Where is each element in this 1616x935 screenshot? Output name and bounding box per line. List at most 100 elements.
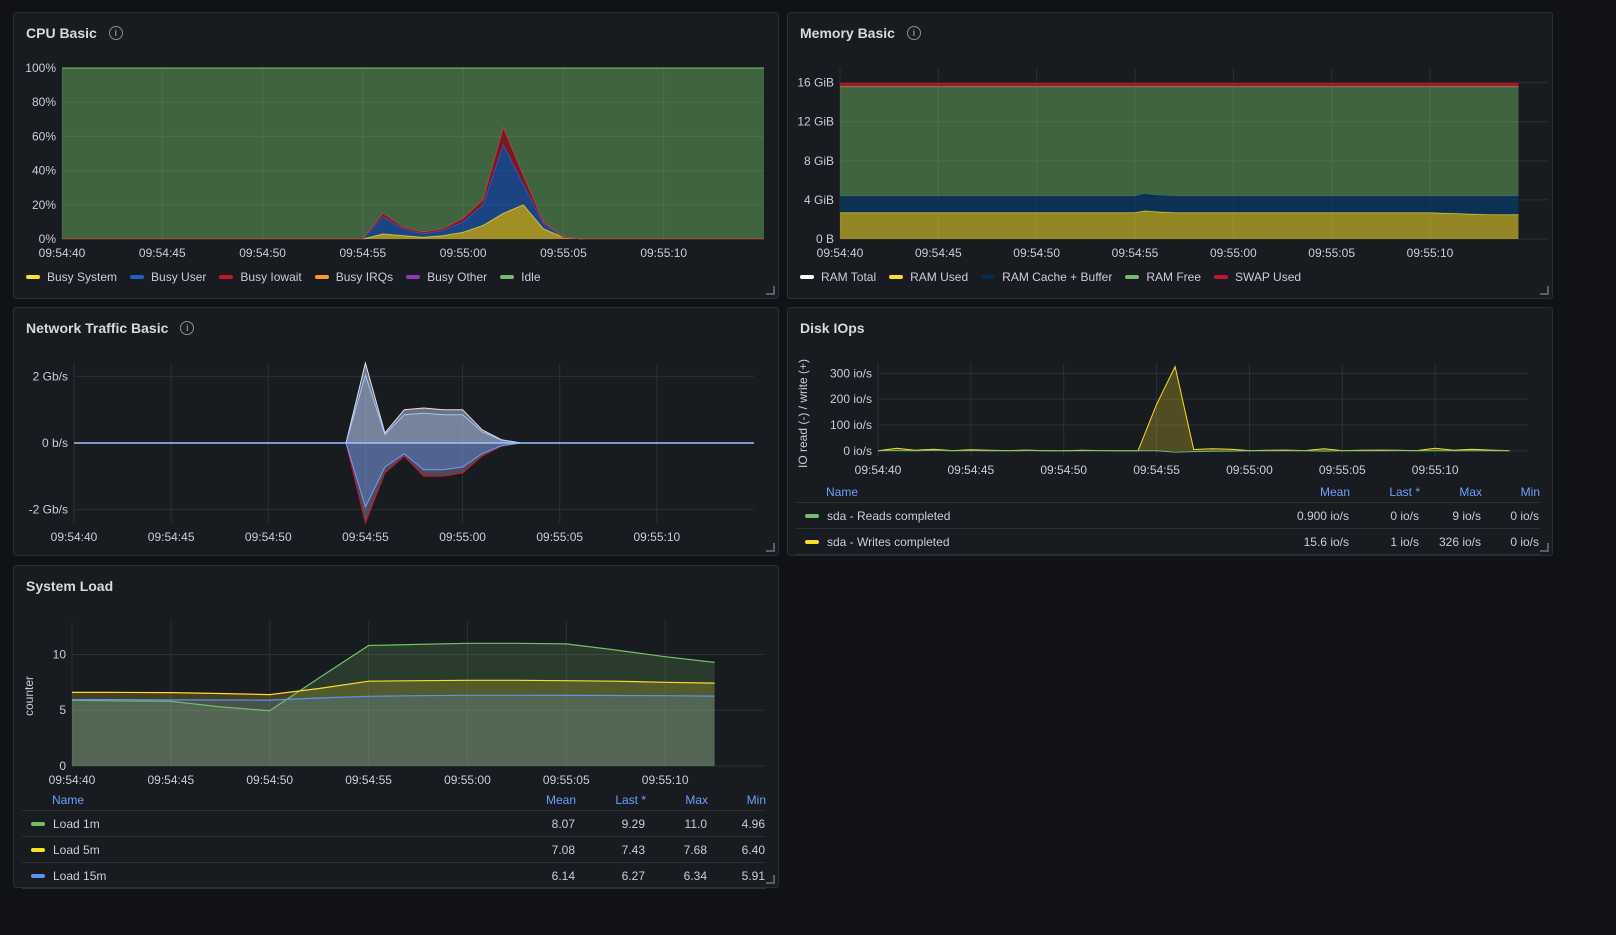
writes-line [877,365,1510,452]
network-chart[interactable]: -2 Gb/s 0 b/s 2 Gb/s 09:54:40 09:54:45 09:54:… [14,308,780,557]
series-name: Load 5m [22,836,506,863]
cpu-chart[interactable]: 0% 20% 40% 60% 80% 100% 09:54:40 09:54:45 09:54:… [14,13,780,300]
y-tick-label: 12 GiB [797,115,834,129]
stat-min: 0 io/s [1482,528,1540,555]
x-tick-label: 09:54:55 [345,773,392,787]
x-tick-label: 09:55:05 [1319,463,1366,477]
stat-min: 6.40 [708,836,766,863]
column-header[interactable]: Mean [506,790,576,811]
legend-item[interactable]: Busy User [130,270,206,284]
column-header[interactable]: Name [22,790,506,811]
info-icon[interactable]: i [180,321,195,335]
stat-max: 11.0 [646,810,708,837]
x-tick-label: 09:54:50 [1040,463,1087,477]
x-tick-label: 09:55:00 [439,530,486,544]
legend-swatch [31,874,45,879]
legend-item[interactable]: RAM Free [1125,270,1201,284]
x-tick-label: 09:54:40 [51,530,98,544]
y-tick-label: 300 io/s [830,366,872,380]
legend-label: RAM Used [910,270,969,284]
stat-max: 9 io/s [1420,502,1482,529]
load-legend-table: Name Mean Last * Max Min Load 1m 8.07 9.29 11.0 4… [22,790,766,889]
table-row[interactable]: sda - Writes completed 15.6 io/s 1 io/s 326… [796,528,1540,555]
legend-label: SWAP Used [1235,270,1302,284]
resize-handle[interactable] [1540,543,1549,552]
series-area [840,210,1519,239]
stat-mean: 6.14 [506,862,576,889]
disk-iops-panel: Disk IOps IO read (-) / write (+) 0 io/s… [787,307,1553,556]
legend-item[interactable]: SWAP Used [1214,270,1301,284]
y-tick-label: -2 Gb/s [29,503,68,517]
legend-item[interactable]: Idle [500,270,541,284]
y-tick-label: 100% [25,61,56,75]
series-area [72,695,715,766]
legend-item[interactable]: Busy Other [406,270,487,284]
legend-label: Busy System [47,270,118,284]
stat-mean: 8.07 [506,810,576,837]
legend-item[interactable]: Busy System [26,270,117,284]
panel-title: Disk IOps [800,320,865,336]
column-header[interactable]: Mean [1280,482,1350,503]
legend-swatch [800,275,814,279]
panel-title: CPU Basic i [26,25,123,41]
table-row[interactable]: Load 1m 8.07 9.29 11.0 4.96 [22,810,766,837]
legend-label: Busy Other [427,270,488,284]
y-tick-label: 20% [32,198,56,212]
y-tick-label: 60% [32,129,56,143]
info-icon[interactable]: i [906,26,921,40]
column-header[interactable]: Max [1420,482,1482,503]
stat-last: 1 io/s [1350,528,1420,555]
x-tick-label: 09:55:10 [642,773,689,787]
x-tick-label: 09:54:50 [239,246,286,260]
legend-item[interactable]: RAM Total [800,270,876,284]
panel-title: Network Traffic Basic i [26,320,195,336]
column-header[interactable]: Max [646,790,708,811]
stat-min: 4.96 [708,810,766,837]
column-header[interactable]: Last * [576,790,646,811]
info-icon[interactable]: i [108,26,123,40]
legend-item[interactable]: Busy Iowait [219,270,302,284]
memory-legend: RAM Total RAM Used RAM Cache + Buffer RAM F… [800,270,1314,284]
y-tick-label: 10 [53,647,67,661]
x-tick-label: 09:55:05 [543,773,590,787]
column-header[interactable]: Last * [1350,482,1420,503]
resize-handle[interactable] [766,286,775,295]
series-area [840,83,1519,87]
system-load-panel: System Load counter 0 5 10 09:54:40 09:54:45… [13,565,780,889]
legend-item[interactable]: RAM Used [889,270,968,284]
table-row[interactable]: sda - Reads completed 0.900 io/s 0 io/s 9 i… [796,502,1540,529]
series-name: Load 15m [22,862,506,889]
panel-title: Memory Basic i [800,25,921,41]
x-tick-label: 09:54:55 [342,530,389,544]
y-tick-label: 80% [32,95,56,109]
series-line [840,193,1519,197]
x-tick-label: 09:54:45 [139,246,186,260]
stat-min: 5.91 [708,862,766,889]
legend-label: Busy Iowait [240,270,302,284]
x-tick-label: 09:54:40 [817,246,864,260]
legend-item[interactable]: RAM Cache + Buffer [981,270,1112,284]
x-tick-label: 09:54:45 [147,773,194,787]
y-tick-label: 200 io/s [830,392,872,406]
column-header[interactable]: Min [708,790,766,811]
y-tick-label: 100 io/s [830,418,872,432]
series-line [62,126,764,240]
resize-handle[interactable] [766,875,775,884]
table-row[interactable]: Load 15m 6.14 6.27 6.34 5.91 [22,862,766,889]
column-header[interactable]: Name [796,482,1280,503]
resize-handle[interactable] [766,543,775,552]
memory-chart[interactable]: 0 B 4 GiB 8 GiB 12 GiB 16 GiB 09:54:40 09:54:4… [788,13,1554,300]
series-area [840,86,1519,196]
column-header[interactable]: Min [1482,482,1540,503]
stat-mean: 0.900 io/s [1280,502,1350,529]
series-area [72,680,715,766]
legend-swatch [26,275,40,279]
resize-handle[interactable] [1540,286,1549,295]
x-tick-label: 09:55:10 [1407,246,1454,260]
legend-item[interactable]: Busy IRQs [314,270,393,284]
disk-chart[interactable]: 0 io/s 100 io/s 200 io/s 300 io/s 09:54:40 09… [788,308,1554,488]
stat-last: 6.27 [576,862,646,889]
table-row[interactable]: Load 5m 7.08 7.43 7.68 6.40 [22,836,766,863]
load-chart[interactable]: 0 5 10 09:54:40 09:54:45 09:54:50 09:54:55 09:5… [14,566,780,791]
